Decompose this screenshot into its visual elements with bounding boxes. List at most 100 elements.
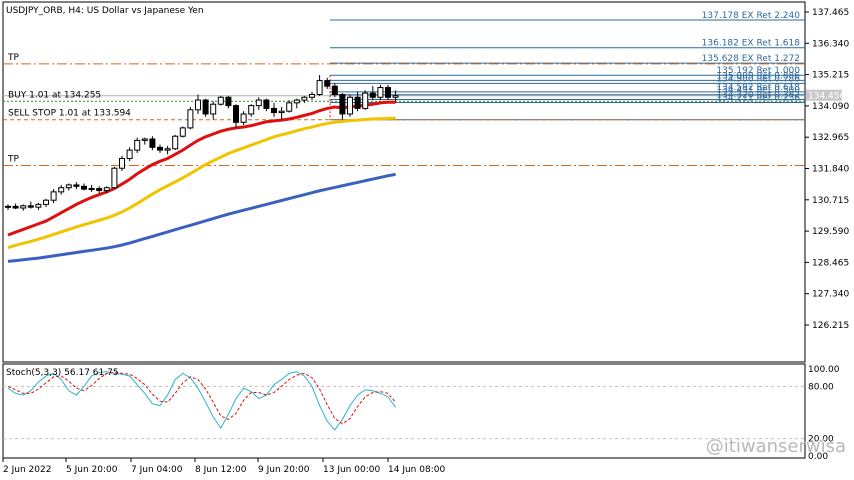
candle xyxy=(179,126,186,138)
fibo-level-label: 135.009 Ret 0.886 xyxy=(716,71,800,81)
candle-body xyxy=(354,96,361,109)
ma-fast-line xyxy=(7,100,396,237)
candle xyxy=(339,93,346,120)
stochastic-title: Stoch(5,3,3) 56.17 61.75 xyxy=(6,368,119,378)
stoch-tick-label: 20.00 xyxy=(808,435,834,445)
candle-body xyxy=(278,110,285,114)
stoch-tick-label: 100.00 xyxy=(808,365,840,375)
candle xyxy=(316,75,323,96)
candle-body xyxy=(134,139,141,151)
candle xyxy=(233,104,239,128)
time-tick-label: 5 Jun 20:00 xyxy=(66,465,118,475)
tp-upper-line-label: TP xyxy=(7,53,19,63)
fibo-level-label: 135.628 EX Ret 1.272 xyxy=(702,54,800,64)
candle-body xyxy=(347,96,353,115)
candle-body xyxy=(293,99,300,104)
moving-averages xyxy=(7,100,396,263)
candle xyxy=(20,204,27,211)
trade-lines: TP TP BUY 1.01 at 134.255 SELL STOP 1.01 at… xyxy=(3,53,805,166)
candle xyxy=(96,186,103,194)
main-chart-frame xyxy=(2,1,806,363)
candle xyxy=(202,98,209,117)
candle-body xyxy=(210,103,217,115)
candle xyxy=(377,84,384,101)
candle-body xyxy=(263,99,270,109)
candle-body xyxy=(149,138,156,148)
candle xyxy=(65,183,72,191)
candle-body xyxy=(12,205,19,209)
candle xyxy=(164,145,171,155)
ma-mid-line xyxy=(7,116,396,249)
candle xyxy=(103,186,110,194)
candle xyxy=(134,137,141,153)
candle xyxy=(149,136,156,151)
candle-body xyxy=(217,96,224,105)
candle-body xyxy=(43,199,49,205)
candle-body xyxy=(362,92,369,109)
candle-body xyxy=(164,148,171,151)
candle xyxy=(324,77,331,89)
candle-body xyxy=(225,96,232,107)
candle xyxy=(293,98,300,109)
tp-lower-line-label: TP xyxy=(7,154,19,164)
candle-body xyxy=(309,93,315,98)
candle xyxy=(301,95,308,103)
ma-slow-line xyxy=(7,172,396,263)
stoch-tick-label: 80.00 xyxy=(808,382,834,392)
fibo-level-label: 134.320 Ret 0.382 xyxy=(716,91,800,101)
candle xyxy=(88,184,95,192)
time-tick-label: 13 Jun 00:00 xyxy=(323,465,380,475)
candle xyxy=(73,182,80,190)
candle xyxy=(12,203,19,210)
candle xyxy=(263,98,270,112)
candle-body xyxy=(96,188,103,191)
candle-body xyxy=(103,187,110,191)
candle-body xyxy=(385,87,391,98)
candle-body xyxy=(35,203,42,208)
candle xyxy=(369,86,376,101)
candle xyxy=(278,107,285,120)
candle xyxy=(187,107,194,130)
candle-body xyxy=(339,93,346,115)
stoch-main-line xyxy=(7,371,397,431)
candle-body xyxy=(392,95,399,98)
candle xyxy=(217,95,224,106)
buy-order-line-label: BUY 1.01 at 134.255 xyxy=(8,90,101,100)
price-tick-label: 137.465 xyxy=(812,8,849,18)
fibo-level-label: 137.178 EX Ret 2.240 xyxy=(702,11,801,21)
fibo-level-label: 134.592 Ret 0.618 xyxy=(716,83,800,93)
watermark: @itiwanserwisa xyxy=(706,436,846,457)
time-tick-label: 9 Jun 20:00 xyxy=(258,465,310,475)
candle xyxy=(141,137,148,145)
candle xyxy=(172,134,179,151)
candle-body xyxy=(255,99,262,107)
candle xyxy=(27,201,34,209)
price-tick-label: 134.090 xyxy=(812,102,849,112)
candle xyxy=(309,91,315,101)
candle-body xyxy=(369,92,376,98)
candle-body xyxy=(50,191,57,201)
candle xyxy=(210,101,217,120)
price-tick-label: 130.715 xyxy=(812,196,849,206)
candle-body xyxy=(324,80,331,87)
fibo-level-label: 136.182 EX Ret 1.618 xyxy=(702,39,801,49)
candle-body xyxy=(248,105,255,115)
fibo-level-label: 134.211 Ret 0.236 xyxy=(716,94,800,104)
candle-body xyxy=(119,157,125,169)
candle xyxy=(81,183,87,191)
time-tick-label: 14 Jun 08:00 xyxy=(388,465,445,475)
candle-body xyxy=(233,105,239,123)
candle xyxy=(58,184,65,195)
candle-body xyxy=(157,146,163,151)
candle xyxy=(354,91,361,112)
candle-body xyxy=(73,184,80,187)
candle xyxy=(240,111,247,126)
candle-body xyxy=(88,188,95,191)
candle xyxy=(271,102,277,117)
stochastic-lines: 100.00 80.00 20.00 0.00 xyxy=(3,365,840,462)
time-tick-label: 2 Jun 2022 xyxy=(3,465,51,475)
candle xyxy=(119,155,125,172)
candle-body xyxy=(111,167,118,189)
time-tick-label: 7 Jun 04:00 xyxy=(131,465,183,475)
